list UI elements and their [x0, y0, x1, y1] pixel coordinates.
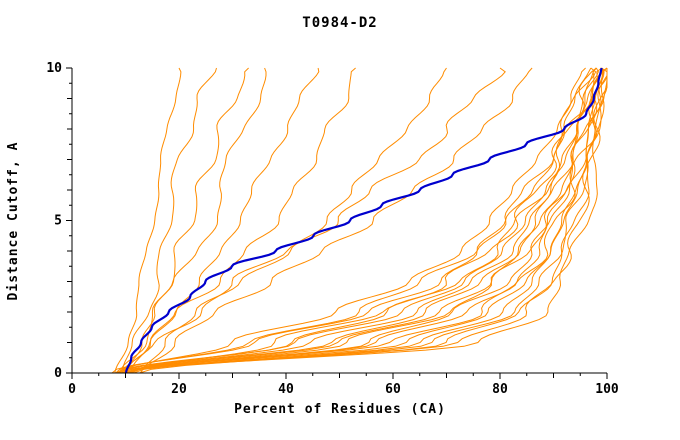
model-curve — [130, 67, 608, 374]
model-curve — [117, 68, 608, 374]
model-curve — [133, 67, 605, 374]
model-curve — [127, 67, 506, 374]
model-curve — [127, 67, 599, 374]
model-curve — [115, 67, 605, 374]
model-curve — [114, 67, 182, 374]
x-tick-label: 0 — [68, 382, 76, 397]
model-curve — [121, 67, 356, 374]
x-tick-label: 100 — [595, 382, 619, 397]
model-curve — [118, 67, 597, 374]
axes-layer: 0 20 40 60 80 100 0 5 10 — [46, 61, 619, 397]
model-curve — [116, 67, 597, 374]
model-curves-layer — [111, 67, 608, 374]
model-curve — [128, 67, 608, 374]
y-tick-label: 5 — [54, 214, 62, 229]
x-tick-label: 40 — [278, 382, 294, 397]
x-tick-label: 80 — [492, 382, 508, 397]
x-axis-label: Percent of Residues (CA) — [234, 402, 446, 417]
x-tick-label: 60 — [385, 382, 401, 397]
model-curve — [139, 67, 608, 374]
x-tick-label: 20 — [171, 382, 187, 397]
model-curve — [124, 68, 608, 374]
model-curve — [119, 67, 249, 374]
y-tick-label: 10 — [46, 61, 62, 76]
model-curve — [130, 67, 320, 374]
model-curve — [115, 67, 597, 374]
highlight-curve-layer — [124, 67, 603, 374]
model-curve — [139, 67, 533, 374]
model-curve — [126, 68, 608, 374]
model-curve — [126, 67, 597, 374]
y-tick-label: 0 — [54, 366, 62, 381]
model-curve — [123, 67, 267, 374]
chart-title: T0984-D2 — [302, 15, 377, 31]
y-axis-label: Distance Cutoff, A — [6, 142, 21, 301]
highlight-curve — [124, 67, 603, 374]
model-curve — [122, 67, 217, 374]
model-curve — [111, 67, 592, 374]
model-curve — [140, 67, 447, 374]
